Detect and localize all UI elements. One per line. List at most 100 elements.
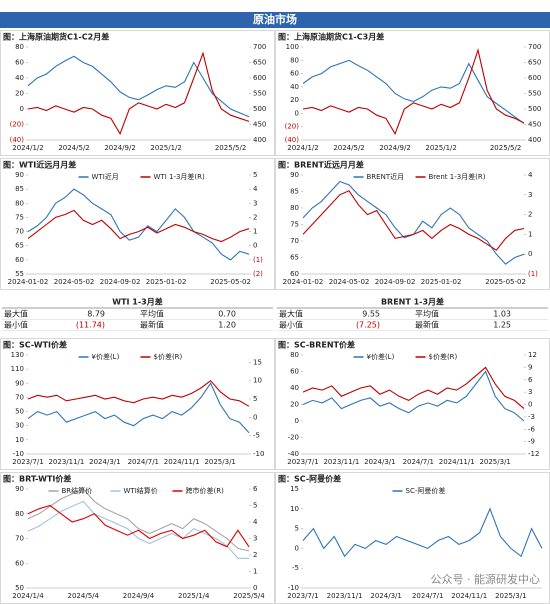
x-tick-label: 2024/5/2 — [333, 144, 364, 152]
table-cell: 最新值 — [140, 320, 164, 330]
y2-tick-label: 400 — [253, 136, 266, 144]
y-tick-label: 55 — [15, 270, 24, 278]
y2-tick-label: 4 — [528, 171, 533, 179]
y-tick-label: 40 — [290, 83, 299, 91]
chart-title: 图：上海原油期货C1-C2月差 — [3, 32, 109, 42]
y2-tick-label: 1 — [253, 568, 257, 576]
y2-tick-label: 400 — [528, 136, 541, 144]
table-cell: 最小值 — [279, 320, 303, 330]
x-tick-label: 2025/1/2 — [425, 144, 456, 152]
y2-tick-label: 2 — [253, 551, 257, 559]
y-tick-label: 80 — [290, 351, 299, 359]
x-tick-label: 2024-01-02 — [8, 278, 49, 286]
y-tick-label: 80 — [15, 510, 24, 518]
table-cell: (7.25) — [356, 321, 380, 330]
y-tick-label: -5 — [292, 564, 299, 572]
chart-title: 图：WTI近远月月差 — [3, 160, 76, 170]
y2-tick-label: -6 — [528, 425, 536, 433]
y-tick-label: 10 — [290, 505, 299, 513]
y2-tick-label: 6 — [528, 376, 533, 384]
x-tick-label: 2024/1/2 — [287, 144, 318, 152]
y-tick-label: 70 — [15, 535, 24, 543]
legend-label: $价差(R) — [154, 352, 183, 361]
series-line — [27, 379, 250, 407]
x-tick-label: 2024-09-02 — [100, 278, 141, 286]
x-tick-label: 2025-05-02 — [210, 278, 251, 286]
y-tick-label: 85 — [15, 185, 24, 193]
y-tick-label: 20 — [290, 401, 299, 409]
y2-tick-label: 0 — [253, 242, 257, 250]
y-tick-label: 60 — [290, 70, 299, 78]
x-tick-label: 2024/3/1 — [364, 458, 395, 466]
x-tick-label: 2025/5/2 — [490, 144, 521, 152]
panel-frame — [0, 338, 275, 470]
table-cell: 0.70 — [218, 310, 236, 319]
table-cell: 1.25 — [493, 321, 511, 330]
y2-tick-label: 12 — [528, 351, 537, 359]
y2-tick-label: 650 — [528, 59, 541, 67]
legend-label: ¥价差(L) — [92, 352, 120, 361]
y2-tick-label: 15 — [253, 358, 262, 366]
y-tick-label: (40) — [10, 136, 25, 144]
legend-label: WTI 1-3月差(R) — [154, 172, 206, 181]
y-tick-label: (20) — [285, 123, 300, 131]
table-cell: 9.55 — [362, 310, 380, 319]
y2-tick-label: (1) — [528, 270, 538, 278]
y-tick-label: 90 — [15, 485, 24, 493]
series-line — [302, 48, 525, 136]
series-line — [27, 382, 250, 434]
x-tick-label: 2024/5/2 — [58, 144, 89, 152]
y-tick-label: 80 — [15, 43, 24, 51]
x-tick-label: 2024/9/2 — [379, 144, 410, 152]
x-tick-label: 2024/1/2 — [12, 144, 43, 152]
table-cell: 平均值 — [415, 309, 439, 319]
y-tick-label: 0 — [295, 109, 299, 117]
y2-tick-label: 3 — [253, 535, 257, 543]
y-tick-label: 0 — [20, 105, 24, 113]
panel-frame — [0, 158, 275, 290]
legend-label: 跨市价差(R) — [186, 486, 225, 495]
x-tick-label: 2024/11/1 — [164, 458, 200, 466]
y2-tick-label: 5 — [253, 171, 257, 179]
y-tick-label: 40 — [290, 384, 299, 392]
y-tick-label: 40 — [15, 74, 24, 82]
y-tick-label: 70 — [290, 237, 299, 245]
y2-tick-label: 500 — [528, 105, 541, 113]
table-cell: (11.74) — [76, 321, 105, 330]
x-tick-label: 2024/11/1 — [451, 592, 487, 600]
y2-tick-label: 450 — [528, 121, 541, 129]
y-tick-label: -40 — [288, 450, 299, 458]
y-tick-label: 130 — [11, 351, 24, 359]
x-tick-label: 2023/11/1 — [327, 592, 363, 600]
y-tick-label: 15 — [290, 485, 299, 493]
y-tick-label: (20) — [10, 121, 25, 129]
y2-tick-label: 5 — [253, 502, 257, 510]
y2-tick-label: 1 — [528, 230, 532, 238]
table-cell: 最大值 — [279, 309, 303, 319]
x-tick-label: 2024/3/1 — [370, 592, 401, 600]
series-line — [302, 59, 525, 124]
series-line — [302, 370, 525, 422]
y2-tick-label: 4 — [253, 518, 258, 526]
y2-tick-label: 450 — [253, 121, 266, 129]
y-tick-label: 65 — [290, 254, 299, 262]
legend-label: SC-阿曼价差 — [406, 486, 446, 495]
table-cell: 1.03 — [493, 310, 511, 319]
legend-label: Brent 1-3月差(R) — [429, 172, 486, 181]
y-tick-label: 85 — [290, 188, 299, 196]
series-line — [27, 188, 250, 261]
x-tick-label: 2024/9/4 — [123, 592, 155, 600]
y2-tick-label: 3 — [528, 388, 532, 396]
x-tick-label: 2024/7/1 — [403, 458, 434, 466]
table-cell: 最小值 — [4, 320, 28, 330]
y-tick-label: 65 — [15, 242, 24, 250]
x-tick-label: 2025/3/1 — [479, 458, 510, 466]
y-tick-label: 10 — [15, 436, 24, 444]
chart-title: 图：SC-BRENT价差 — [278, 340, 355, 350]
table-title: WTI 1-3月差 — [112, 297, 163, 307]
y2-tick-label: 4 — [253, 185, 258, 193]
series-line — [27, 504, 250, 548]
y2-tick-label: -5 — [253, 432, 260, 440]
y-tick-label: 70 — [15, 393, 24, 401]
